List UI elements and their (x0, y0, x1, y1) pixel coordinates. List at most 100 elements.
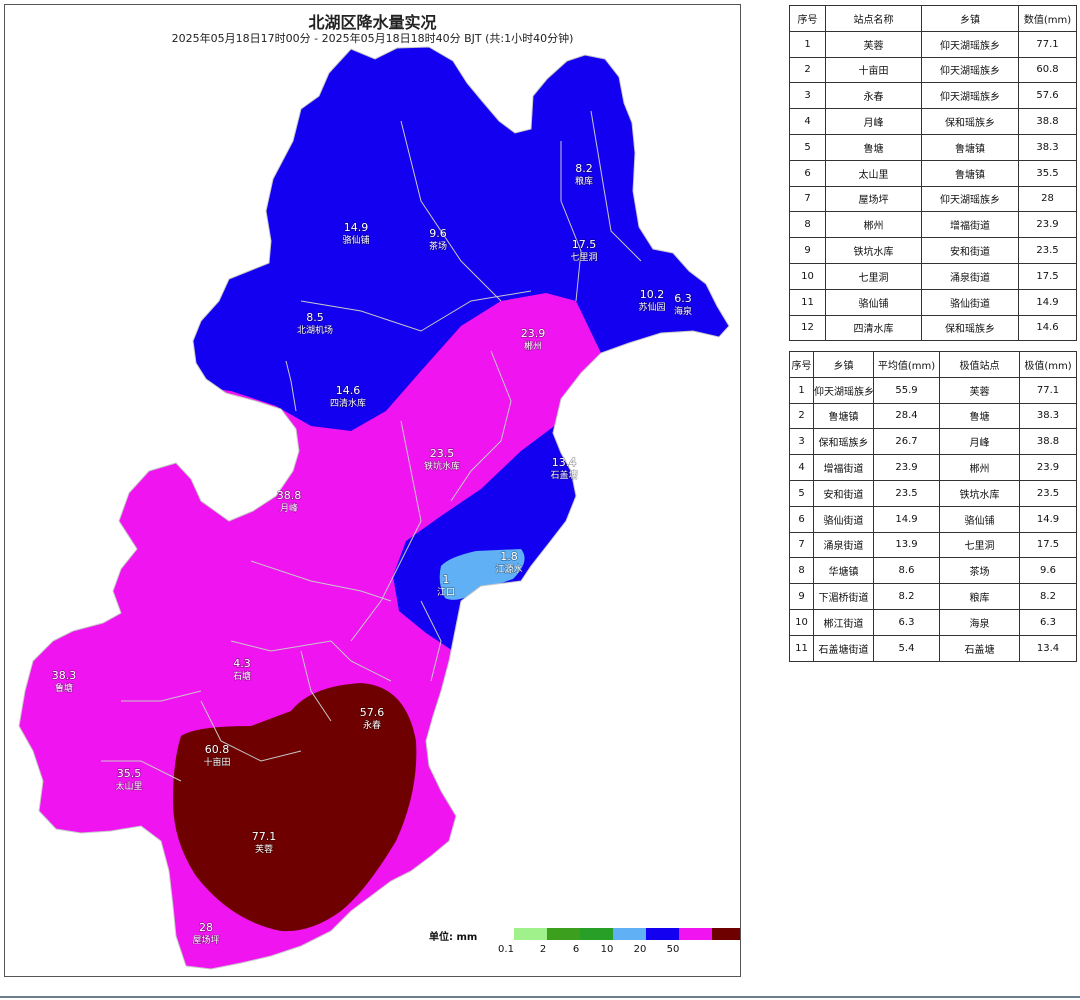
table-cell: 骆仙铺 (939, 505, 1020, 533)
rainfall-fill-layer (19, 47, 729, 969)
table-cell: 28.4 (873, 402, 940, 430)
table-cell: 26.7 (873, 428, 940, 456)
station-name: 茶场 (429, 240, 447, 252)
table-cell: 6.3 (873, 608, 940, 636)
table-row: 6 太山里 鲁塘镇 35.5 (789, 159, 1077, 187)
table-row: 9 铁坑水库 安和街道 23.5 (789, 237, 1077, 264)
table-cell: 鲁塘 (825, 133, 922, 161)
station-marker: 38.3鲁塘 (51, 668, 77, 694)
legend-swatch (679, 928, 712, 940)
table-cell: 38.8 (1018, 108, 1077, 135)
table-cell: 屋场坪 (825, 185, 922, 213)
table-cell: 月峰 (939, 428, 1020, 456)
station-value: 23.5 (430, 447, 455, 460)
table-cell: 23.9 (1018, 211, 1077, 239)
table-row: 10 郴江街道 6.3 海泉 6.3 (789, 608, 1077, 636)
table-cell: 鲁塘镇 (921, 159, 1019, 187)
table-cell: 9 (789, 583, 814, 610)
table-cell: 2 (789, 402, 814, 430)
table-cell: 鲁塘镇 (921, 133, 1019, 161)
table-cell: 茶场 (939, 557, 1020, 585)
table-header-cell: 序号 (789, 5, 826, 32)
table-cell: 永春 (825, 82, 922, 110)
station-value: 17.5 (572, 238, 597, 251)
table-row: 10 七里洞 涌泉街道 17.5 (789, 262, 1077, 290)
map-panel: 14.9 骆仙铺 9.6 茶场 8.2 粮库 17.5 七里洞 10.2 苏仙园 6.3 海泉 8.5 北… (4, 4, 741, 977)
table-cell: 13.4 (1019, 634, 1077, 662)
table-cell: 保和瑶族乡 (813, 428, 874, 456)
table-cell: 35.5 (1018, 159, 1077, 187)
station-name: 七里洞 (570, 252, 597, 263)
table-cell: 6.3 (1019, 608, 1077, 636)
table-header-cell: 数值(mm) (1018, 5, 1077, 32)
table-cell: 10 (789, 608, 814, 636)
table-cell: 14.9 (1018, 288, 1077, 316)
table-cell: 太山里 (825, 159, 922, 187)
table-cell: 17.5 (1019, 531, 1077, 559)
table-cell: 60.8 (1018, 56, 1077, 84)
table-header-cell: 极值(mm) (1019, 351, 1077, 378)
table-cell: 仰天湖瑶族乡 (921, 82, 1019, 110)
station-value: 4.3 (233, 657, 251, 670)
table-cell: 仰天湖瑶族乡 (921, 185, 1019, 213)
legend-tick-label: 2 (540, 944, 546, 955)
table-cell: 海泉 (939, 608, 1020, 636)
table-cell: 保和瑶族乡 (921, 314, 1019, 342)
legend-swatch (547, 928, 580, 940)
legend-tick-label: 20 (634, 944, 647, 955)
station-value: 57.6 (360, 706, 385, 719)
table-cell: 13.9 (873, 531, 940, 559)
table-cell: 石盖塘 (939, 634, 1020, 662)
table-cell: 郴州 (825, 211, 922, 239)
table-cell: 铁坑水库 (939, 479, 1020, 507)
table-header-row: 序号 乡镇 平均值(mm) 极值站点 极值(mm) (789, 351, 1077, 378)
station-value: 60.8 (205, 743, 230, 756)
table-cell: 17.5 (1018, 262, 1077, 290)
station-value: 38.8 (277, 489, 302, 502)
table-cell: 38.3 (1018, 133, 1077, 161)
station-marker: 38.8月峰 (276, 488, 302, 514)
table-row: 8 华塘镇 8.6 茶场 9.6 (789, 557, 1077, 585)
table-cell: 77.1 (1019, 376, 1077, 404)
table-row: 11 骆仙铺 骆仙街道 14.9 (789, 288, 1077, 316)
station-name: 江源水 (495, 563, 522, 575)
station-name: 江口 (437, 587, 455, 598)
station-name: 苏仙园 (638, 301, 665, 313)
table-row: 1 芙蓉 仰天湖瑶族乡 77.1 (789, 30, 1077, 58)
fill-10-20-mm-north (151, 47, 729, 431)
table-cell: 粮库 (939, 583, 1020, 610)
table-cell: 3 (789, 428, 814, 456)
station-marker: 6.3海泉 (673, 291, 692, 317)
station-value: 28 (199, 921, 213, 934)
station-name: 月峰 (280, 503, 298, 514)
table-cell: 10 (789, 262, 826, 290)
table-cell: 23.5 (1018, 237, 1077, 264)
map-subtitle: 2025年05月18日17时00分 - 2025年05月18日18时40分 BJ… (171, 32, 574, 45)
table-cell: 骆仙街道 (813, 505, 874, 533)
station-name: 郴州 (524, 340, 542, 352)
district-boundaries (18, 46, 730, 970)
station-value: 6.3 (674, 292, 692, 305)
legend-swatch (580, 928, 613, 940)
station-value: 1 (443, 573, 450, 586)
fill-6-10-mm (439, 549, 525, 600)
table-header-cell: 极值站点 (939, 351, 1020, 378)
legend-swatch (712, 928, 740, 940)
table-cell: 23.9 (873, 454, 940, 481)
table-cell: 8 (789, 211, 826, 239)
table-cell: 石盖塘街道 (813, 634, 874, 662)
table-cell: 8.2 (873, 583, 940, 610)
table-cell: 涌泉街道 (921, 262, 1019, 290)
station-value: 9.6 (429, 227, 447, 240)
table-cell: 23.5 (1019, 479, 1077, 507)
table-cell: 铁坑水库 (825, 237, 922, 264)
table-cell: 安和街道 (813, 479, 874, 507)
table-row: 5 鲁塘 鲁塘镇 38.3 (789, 133, 1077, 161)
